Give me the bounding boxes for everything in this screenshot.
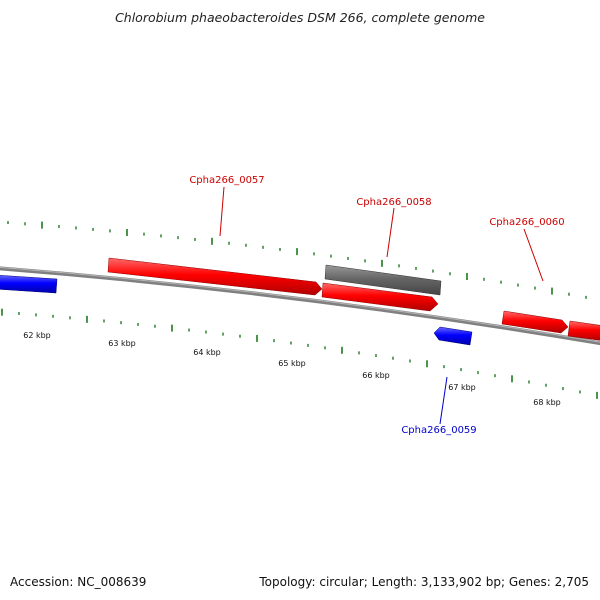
gene-label-cpha266-0058[interactable]: Cpha266_0058 (356, 197, 431, 208)
scale-label-62kbp: 62 kbp (23, 331, 51, 340)
gene-arrow-cpha266-0059[interactable] (433, 326, 473, 346)
leader-line-cpha266-0057 (219, 186, 225, 237)
scale-label-63kbp: 63 kbp (108, 339, 136, 348)
map-title: Chlorobium phaeobacteroides DSM 266, com… (115, 10, 485, 25)
gene-arrow-cpha266-0056[interactable] (0, 275, 58, 294)
scale-label-67kbp: 67 kbp (448, 383, 476, 392)
outer-tick-row (7, 221, 587, 299)
gene-arrow-cpha266-0061[interactable] (567, 320, 600, 341)
genome-backbone (0, 266, 600, 346)
gene-label-cpha266-0057[interactable]: Cpha266_0057 (189, 175, 264, 186)
inner-tick-row (1, 308, 598, 399)
gene-arrow-cpha266-0058[interactable] (324, 264, 442, 296)
scale-label-66kbp: 66 kbp (362, 371, 390, 380)
genome-summary-text: Topology: circular; Length: 3,133,902 bp… (259, 575, 589, 589)
gene-arrow-cpha266-0058b[interactable] (321, 282, 439, 312)
leader-line-cpha266-0058 (386, 207, 395, 258)
leader-line-cpha266-0060 (523, 228, 544, 282)
gene-arrow-cpha266-0057[interactable] (107, 257, 323, 296)
genome-backbone-highlight (0, 266, 600, 343)
leader-line-cpha266-0059 (439, 376, 448, 425)
scale-label-65kbp: 65 kbp (278, 359, 306, 368)
gene-label-cpha266-0059[interactable]: Cpha266_0059 (401, 425, 476, 436)
gene-arrow-cpha266-0060[interactable] (501, 310, 569, 334)
scale-label-68kbp: 68 kbp (533, 398, 561, 407)
scale-label-64kbp: 64 kbp (193, 348, 221, 357)
accession-text: Accession: NC_008639 (10, 575, 147, 589)
gene-label-cpha266-0060[interactable]: Cpha266_0060 (489, 217, 564, 228)
